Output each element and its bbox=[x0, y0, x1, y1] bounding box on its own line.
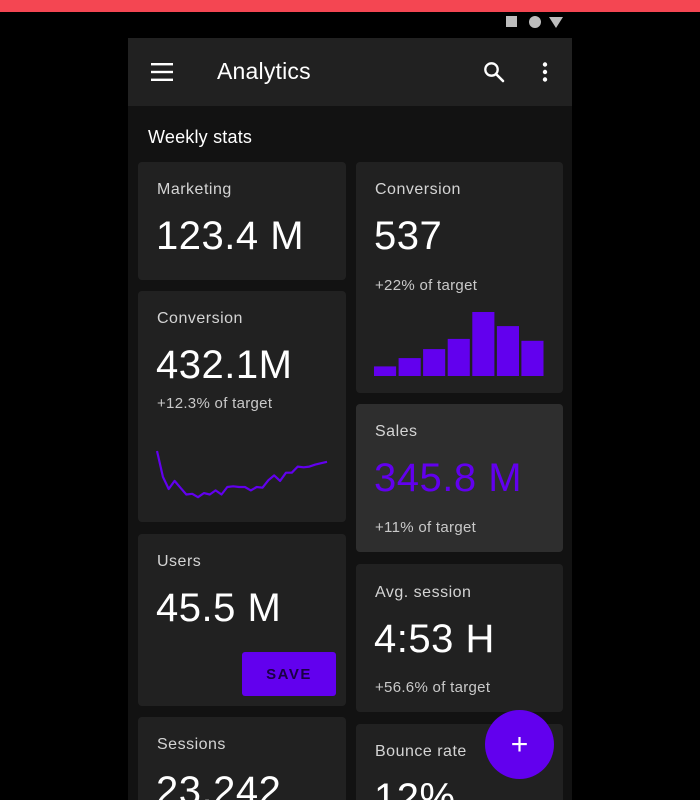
card-value: 345.8 M bbox=[374, 456, 523, 500]
square-icon bbox=[506, 16, 517, 27]
conversion-bar-card[interactable]: Conversion 537 +22% of target bbox=[356, 162, 563, 393]
card-value: 23,242 bbox=[156, 769, 282, 800]
system-status-icons bbox=[506, 14, 566, 30]
users-card[interactable]: Users 45.5 M SAVE bbox=[138, 534, 346, 706]
card-subtext: +22% of target bbox=[375, 277, 478, 294]
save-button[interactable]: SAVE bbox=[242, 652, 336, 696]
bar-4 bbox=[447, 338, 470, 376]
card-subtext: +56.6% of target bbox=[375, 679, 491, 696]
avg-session-card[interactable]: Avg. session 4:53 H +56.6% of target bbox=[356, 564, 563, 712]
bar-chart bbox=[374, 312, 544, 376]
bar-5 bbox=[472, 312, 495, 376]
card-value: 537 bbox=[374, 214, 443, 258]
card-label: Users bbox=[157, 553, 202, 570]
bar-3 bbox=[423, 349, 446, 376]
search-icon[interactable] bbox=[482, 60, 506, 84]
more-vert-icon[interactable] bbox=[533, 60, 557, 84]
card-label: Avg. session bbox=[375, 584, 472, 601]
sessions-card[interactable]: Sessions 23,242 bbox=[138, 717, 346, 800]
bar-6 bbox=[496, 326, 519, 376]
card-label: Sales bbox=[375, 423, 418, 440]
bar-1 bbox=[374, 366, 397, 376]
menu-icon[interactable] bbox=[150, 60, 174, 84]
card-value: 123.4 M bbox=[156, 214, 305, 258]
triangle-icon bbox=[549, 17, 563, 28]
plus-icon: + bbox=[510, 728, 529, 761]
card-subtext: +12.3% of target bbox=[157, 395, 273, 412]
sales-card[interactable]: Sales 345.8 M +11% of target bbox=[356, 404, 563, 552]
card-value: 432.1M bbox=[156, 343, 293, 387]
card-value: 12% bbox=[374, 776, 456, 800]
card-label: Bounce rate bbox=[375, 743, 467, 760]
section-title: Weekly stats bbox=[148, 127, 253, 147]
card-label: Marketing bbox=[157, 181, 232, 198]
card-value: 45.5 M bbox=[156, 586, 282, 630]
series-line bbox=[156, 450, 328, 499]
card-label: Sessions bbox=[157, 736, 226, 753]
app-title: Analytics bbox=[217, 58, 311, 84]
bar-2 bbox=[398, 358, 421, 376]
app-screen: Analytics Weekly stats Marketing 123.4 M… bbox=[128, 38, 572, 800]
card-value: 4:53 H bbox=[374, 617, 495, 661]
top-app-bar: Analytics bbox=[128, 38, 572, 106]
marketing-card[interactable]: Marketing 123.4 M bbox=[138, 162, 346, 280]
line-chart bbox=[156, 450, 328, 499]
add-fab-button[interactable]: + bbox=[485, 710, 554, 779]
top-accent-strip bbox=[0, 0, 700, 12]
conversion-line-card[interactable]: Conversion 432.1M +12.3% of target bbox=[138, 291, 346, 522]
circle-icon bbox=[529, 16, 541, 28]
card-subtext: +11% of target bbox=[375, 519, 477, 536]
card-label: Conversion bbox=[375, 181, 461, 198]
bar-7 bbox=[521, 340, 544, 376]
card-label: Conversion bbox=[157, 310, 243, 327]
